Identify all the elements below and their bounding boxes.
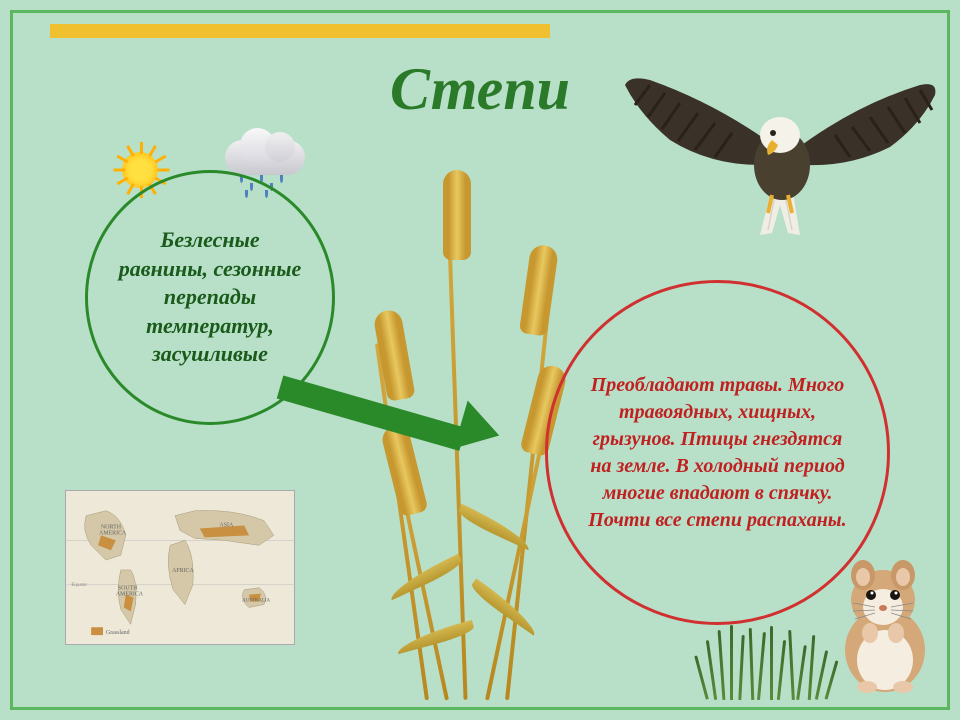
svg-text:AUSTRALIA: AUSTRALIA [242,599,270,604]
svg-text:ASIA: ASIA [219,523,234,529]
world-map-icon: NORTH AMERICA SOUTH AMERICA AFRICA ASIA … [65,490,295,645]
hamster-icon [825,555,945,695]
eagle-icon [620,55,940,265]
svg-text:Grassland: Grassland [106,630,130,636]
svg-text:AMERICA: AMERICA [116,592,144,598]
climate-text: Безлесные равнины, сезонные перепады тем… [118,226,302,369]
svg-text:AFRICA: AFRICA [172,568,194,574]
accent-bar [50,24,550,38]
svg-text:AMERICA: AMERICA [99,530,127,536]
svg-text:Equator: Equator [71,583,87,588]
arrow-icon [280,375,470,399]
fauna-text: Преобладают травы. Много травоядных, хищ… [583,372,852,534]
